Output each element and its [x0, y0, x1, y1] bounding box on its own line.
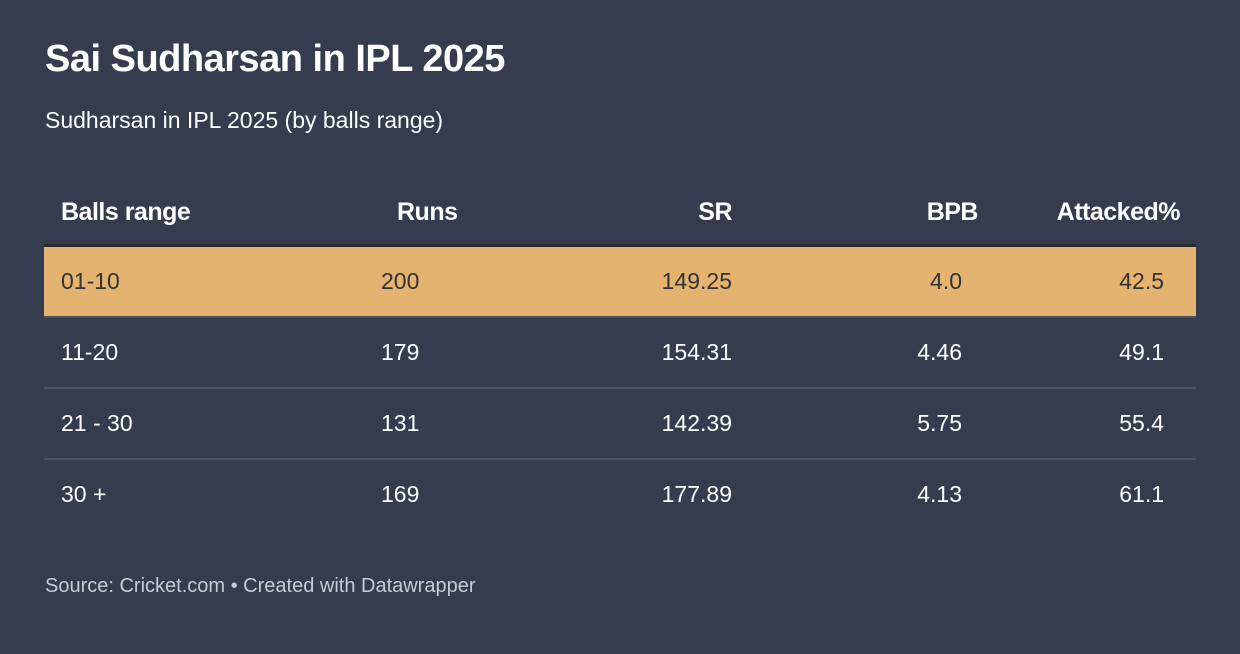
column-header-sr: SR — [507, 180, 733, 247]
cell-runs: 179 — [361, 317, 507, 389]
source-note: Source: Cricket.com • Created with Dataw… — [45, 575, 476, 597]
table-row: 11-20 179 154.31 4.46 49.1 — [44, 317, 1196, 389]
table-row-highlighted: 01-10 200 149.25 4.0 42.5 — [44, 245, 1196, 318]
cell-bpb: 4.0 — [732, 245, 978, 318]
chart-subtitle: Sudharsan in IPL 2025 (by balls range) — [45, 107, 444, 133]
table-row: 21 - 30 131 142.39 5.75 55.4 — [44, 388, 1196, 460]
cell-bpb: 5.75 — [732, 388, 978, 460]
cell-runs: 200 — [361, 245, 507, 318]
cell-sr: 149.25 — [507, 245, 732, 318]
cell-sr: 154.31 — [507, 317, 732, 389]
cell-runs: 169 — [381, 481, 420, 507]
cell-attacked-pct: 49.1 — [978, 317, 1196, 389]
column-header-attacked-pct: Attacked% — [978, 180, 1196, 247]
column-header-balls-range: Balls range — [44, 180, 361, 247]
cell-attacked-pct: 61.1 — [1119, 481, 1164, 507]
table-header-row: Balls range Runs SR BPB Attacked% — [44, 180, 1196, 247]
cell-attacked-pct: 42.5 — [978, 245, 1196, 318]
stats-table: Balls range Runs SR BPB Attacked% 01-10 … — [44, 180, 1196, 529]
cell-bpb: 4.46 — [732, 317, 978, 389]
cell-sr: 177.89 — [661, 481, 732, 507]
chart-title: Sai Sudharsan in IPL 2025 — [45, 38, 505, 80]
cell-sr: 142.39 — [507, 388, 732, 460]
column-header-bpb: BPB — [732, 180, 979, 247]
cell-balls-range: 11-20 — [44, 317, 361, 389]
cell-runs: 131 — [361, 388, 507, 460]
cell-balls-range: 30 + — [61, 481, 107, 507]
cell-bpb: 4.13 — [917, 481, 962, 507]
cell-attacked-pct: 55.4 — [978, 388, 1196, 460]
column-header-runs: Runs — [361, 180, 507, 247]
table-row: 30 + 169 177.89 4.13 61.1 — [44, 459, 1196, 529]
cell-balls-range: 21 - 30 — [44, 388, 361, 460]
cell-balls-range: 01-10 — [44, 245, 361, 318]
